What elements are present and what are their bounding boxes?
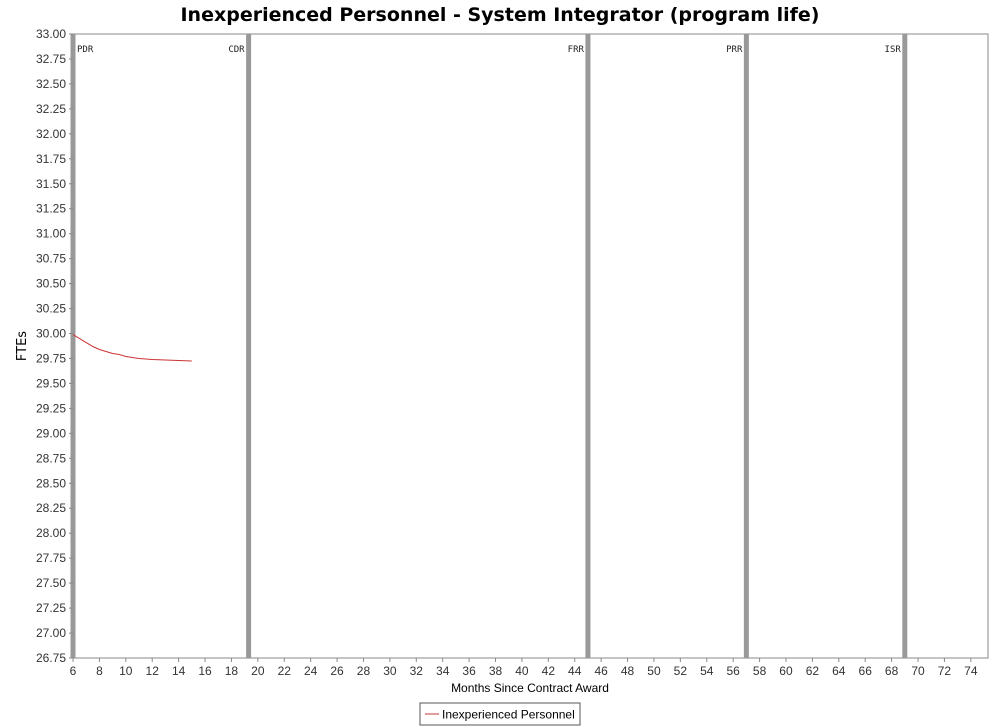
x-tick-label: 68	[885, 664, 899, 678]
y-tick-label: 32.00	[36, 127, 66, 141]
x-tick-label: 8	[96, 664, 103, 678]
y-tick-label: 29.25	[36, 401, 66, 415]
x-tick-label: 18	[225, 664, 239, 678]
legend-box	[419, 702, 581, 726]
x-tick-label: 14	[172, 664, 186, 678]
y-tick-label: 31.25	[36, 202, 66, 216]
y-axis: 26.75 27.00 27.25 27.50 27.75 28.00 28.25 28.50…	[36, 27, 73, 665]
series-line	[72, 334, 192, 362]
x-tick-label: 74	[964, 664, 978, 678]
x-tick-label: 6	[70, 664, 77, 678]
y-tick-label: 27.75	[36, 551, 66, 565]
x-tick-label: 22	[278, 664, 292, 678]
x-tick-label: 56	[726, 664, 740, 678]
plot-area	[72, 33, 989, 659]
x-tick-label: 46	[594, 664, 608, 678]
chart-title: Inexperienced Personnel - System Integra…	[180, 4, 819, 26]
milestone-label: PDR	[77, 45, 94, 55]
y-tick-label: 31.75	[36, 152, 66, 166]
y-tick-label: 28.25	[36, 501, 66, 515]
y-tick-label: 30.75	[36, 252, 66, 266]
y-tick-label: 32.75	[36, 52, 66, 66]
x-tick-label: 38	[489, 664, 503, 678]
y-tick-label: 30.00	[36, 327, 66, 341]
x-tick-label: 30	[383, 664, 397, 678]
x-tick-label: 60	[779, 664, 793, 678]
x-tick-label: 70	[911, 664, 925, 678]
x-axis-label: Months Since Contract Award	[451, 681, 609, 695]
y-tick-label: 31.00	[36, 227, 66, 241]
y-tick-label: 27.25	[36, 601, 66, 615]
milestone-label: FRR	[568, 45, 585, 55]
y-tick-label: 32.25	[36, 102, 66, 116]
x-tick-label: 54	[700, 664, 714, 678]
y-tick-label: 31.50	[36, 177, 66, 191]
x-tick-label: 20	[251, 664, 265, 678]
x-tick-label: 40	[515, 664, 529, 678]
milestone-label: CDR	[228, 45, 245, 55]
y-tick-label: 28.00	[36, 526, 66, 540]
x-tick-label: 64	[832, 664, 846, 678]
x-tick-label: 48	[621, 664, 635, 678]
y-tick-label: 30.50	[36, 277, 66, 291]
x-tick-label: 32	[410, 664, 424, 678]
y-tick-label: 28.50	[36, 476, 66, 490]
y-tick-label: 29.00	[36, 426, 66, 440]
y-axis-label: FTEs	[15, 331, 30, 361]
legend-entry: Inexperienced Personnel	[442, 708, 575, 722]
y-tick-label: 29.50	[36, 376, 66, 390]
y-tick-label: 28.75	[36, 451, 66, 465]
y-tick-label: 29.75	[36, 351, 66, 365]
y-tick-label: 27.50	[36, 576, 66, 590]
x-tick-label: 26	[330, 664, 344, 678]
x-tick-label: 12	[146, 664, 160, 678]
x-tick-label: 52	[674, 664, 688, 678]
x-tick-label: 62	[806, 664, 820, 678]
y-tick-label: 32.50	[36, 77, 66, 91]
y-tick-label: 33.00	[36, 27, 66, 41]
x-tick-label: 50	[647, 664, 661, 678]
x-tick-label: 44	[568, 664, 582, 678]
y-tick-label: 26.75	[36, 651, 66, 665]
x-axis: 6 8 10 12 14 16 18 20 22 24 26 28 30 32 34 36 38 40 42 44 46…	[70, 658, 978, 678]
x-tick-label: 16	[198, 664, 212, 678]
x-tick-label: 34	[436, 664, 450, 678]
x-tick-label: 42	[542, 664, 556, 678]
x-tick-label: 28	[357, 664, 371, 678]
y-tick-label: 30.25	[36, 302, 66, 316]
milestone-markers: PDR CDR FRR PRR ISR	[70, 34, 908, 658]
y-tick-label: 27.00	[36, 626, 66, 640]
series-layer	[72, 334, 192, 362]
legend: Inexperienced Personnel	[419, 702, 581, 726]
x-tick-label: 36	[462, 664, 476, 678]
x-tick-label: 72	[938, 664, 952, 678]
x-tick-label: 10	[119, 664, 133, 678]
x-tick-label: 58	[753, 664, 767, 678]
x-tick-label: 24	[304, 664, 318, 678]
x-tick-label: 66	[859, 664, 873, 678]
milestone-label: PRR	[726, 45, 743, 55]
milestone-label: ISR	[885, 45, 902, 55]
